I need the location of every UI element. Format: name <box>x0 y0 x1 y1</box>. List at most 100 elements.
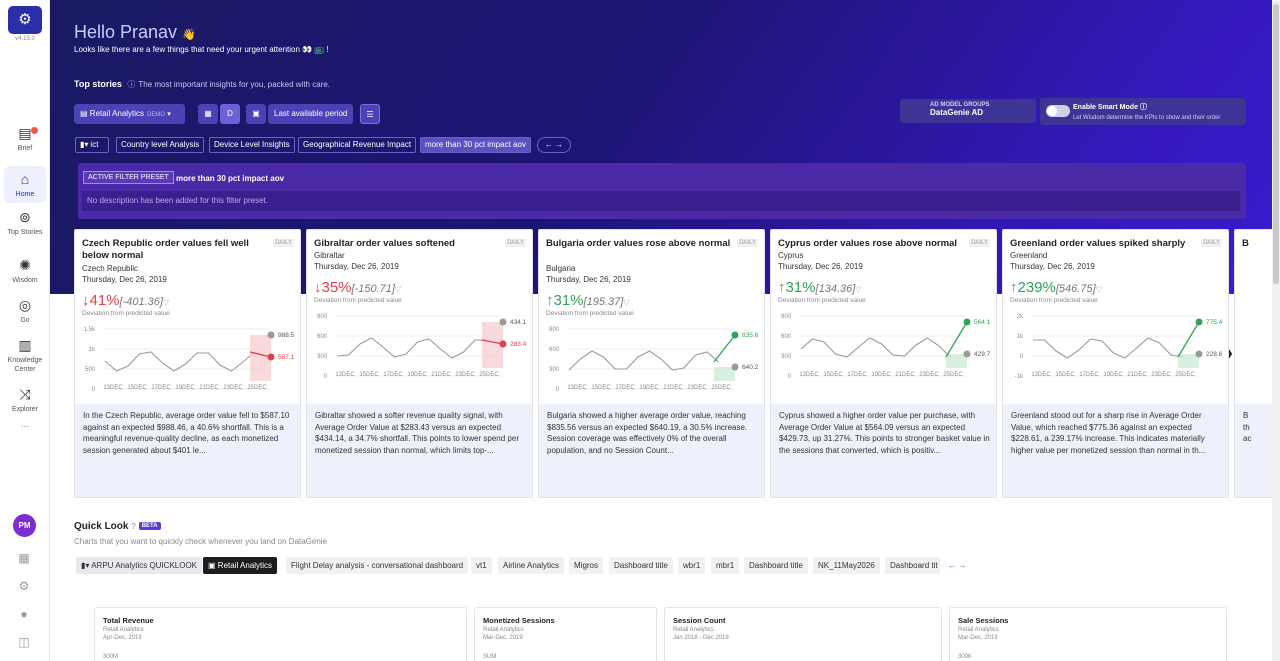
sidebar-item-label: Top Stories <box>7 229 43 236</box>
sidebar-item-label: Explorer <box>11 406 39 413</box>
layers-icon[interactable]: ▦ <box>18 551 30 565</box>
dashboard-tab[interactable]: Flight Delay analysis - conversational d… <box>286 557 469 574</box>
y-tick-label: 900 <box>549 327 560 333</box>
story-card-summary: In the Czech Republic, average order val… <box>75 404 300 497</box>
filter-icon: ▽ <box>162 298 170 307</box>
dashboard-tab[interactable]: wbr1 <box>678 557 706 574</box>
widget-monetized-sessions[interactable]: Monetized Sessions Retail Analytics Mar-… <box>474 607 657 661</box>
scrollbar[interactable] <box>1272 0 1280 661</box>
story-card-date: Thursday, Dec 26, 2019 <box>314 262 399 271</box>
dashboard-tab[interactable]: mbr1 <box>711 557 740 574</box>
filter-tab-active[interactable]: more than 30 pct impact aov <box>420 137 531 153</box>
active-filter-name: more than 30 pct impact aov <box>176 174 285 183</box>
change-absolute: [195.37] <box>583 296 624 308</box>
x-tick-label: 23DEC <box>687 385 707 391</box>
sidebar-item-wisdom[interactable]: ✺ Wisdom <box>4 256 46 285</box>
dashboard-tab[interactable]: Dashboard title <box>744 557 808 574</box>
period-selector[interactable]: Last available period <box>268 104 354 124</box>
dashboard-icon: ▣ <box>208 561 216 570</box>
compass-icon: ◎ <box>18 297 32 313</box>
story-card[interactable]: Gibraltar order values softened DAILY Gibr… <box>306 229 533 498</box>
y-tick-label: 0 <box>92 387 96 391</box>
actual-value: 835.6 <box>742 332 759 339</box>
dashboard-tab[interactable]: Migros <box>569 557 604 574</box>
widget-session-count[interactable]: Session Count Retail Analytics Jan 2018 … <box>664 607 942 661</box>
filter-icon: ▽ <box>623 298 630 307</box>
change-absolute: [-401.36] <box>119 296 163 308</box>
smart-mode-toggle[interactable]: Enable Smart Mode ⓘ Let Wisdom determine… <box>1040 98 1246 125</box>
quicklook-menu[interactable]: ▮▾ ARPU Analytics QUICKLOOK <box>76 557 203 574</box>
dashboard-selector[interactable]: ▤ Retail Analytics DEMO ▾ <box>74 104 185 124</box>
widget-source: Retail Analytics <box>958 627 999 633</box>
filter-icon: ▽ <box>855 285 862 294</box>
filter-settings-button[interactable]: ☰ <box>360 104 380 124</box>
dashboard-tab-active[interactable]: ▣ Retail Analytics <box>203 557 278 574</box>
series-line <box>800 337 951 358</box>
tab-scroll-arrows[interactable]: ← → <box>943 557 972 574</box>
story-card-change: ↑31%[134.36]▽ <box>778 279 861 296</box>
x-tick-label: 25DEC <box>247 385 267 391</box>
story-card[interactable]: Bulgaria order values rose above normal D… <box>538 229 765 498</box>
anomaly-band <box>250 335 271 381</box>
change-percent: 239% <box>1017 279 1056 296</box>
day-granularity-button[interactable]: D <box>220 104 240 124</box>
change-absolute: [-150.71] <box>351 283 395 295</box>
filter-tab[interactable]: Country level Analysis <box>116 137 205 153</box>
change-percent: 31% <box>553 292 584 309</box>
anomaly-band <box>946 354 967 368</box>
avatar[interactable]: PM <box>13 514 36 537</box>
widget-title: Total Revenue <box>103 616 154 625</box>
sidebar-item-top-stories[interactable]: ⊚ Top Stories <box>4 208 46 237</box>
x-tick-label: 25DEC <box>943 372 963 378</box>
chat-icon[interactable]: ● <box>20 607 28 621</box>
sidebar-item-knowledge-center[interactable]: ▥ Knowledge Center <box>4 336 46 374</box>
story-card-deviation-label: Deviation from predicted value <box>314 297 402 304</box>
story-card[interactable]: Cyprus order values rose above normal DAI… <box>770 229 997 498</box>
x-tick-label: 13DEC <box>103 385 123 391</box>
filter-scroll-arrows[interactable]: ← → <box>537 137 571 153</box>
bookmark-icon: ▮▾ <box>81 561 90 570</box>
dashboard-tab[interactable]: Dashboard tit <box>885 557 940 574</box>
dashboard-tab[interactable]: NK_11May2026 <box>813 557 880 574</box>
grid-view-button[interactable]: ▦ <box>198 104 218 124</box>
story-card[interactable]: Czech Republic order values fell well be… <box>74 229 301 498</box>
box-icon[interactable]: ◫ <box>18 635 30 649</box>
calendar-button[interactable]: ▣ <box>246 104 266 124</box>
gear-icon[interactable]: ⚙ <box>18 579 30 593</box>
x-tick-label: 13DEC <box>567 385 587 391</box>
datagenie-logo[interactable]: ⚙ <box>8 6 42 34</box>
widget-sale-sessions[interactable]: Sale Sessions Retail Analytics Mar-Dec, … <box>949 607 1227 661</box>
frequency-badge: DAILY <box>737 239 758 247</box>
wave-icon: 👋 <box>182 29 196 41</box>
x-tick-label: 21DEC <box>663 385 683 391</box>
filter-preset-menu[interactable]: ▮▾ ict <box>75 137 109 153</box>
sidebar-item-go[interactable]: ◎ Go <box>4 296 46 325</box>
dashboard-tab[interactable]: vt1 <box>471 557 492 574</box>
y-tick-label: 300 <box>549 367 560 373</box>
story-card-change: ↓41%[-401.36]▽ <box>82 292 169 309</box>
quick-look-heading: Quick Look ? BETA <box>74 521 161 532</box>
story-card-title: Czech Republic order values fell well be… <box>82 238 249 261</box>
more-menu[interactable]: ... <box>20 419 30 430</box>
y-tick-label: 900 <box>317 314 328 320</box>
chevron-down-icon: ▾ <box>167 111 171 118</box>
story-card[interactable]: Greenland order values spiked sharply DAI… <box>1002 229 1229 498</box>
story-card-date: Thursday, Dec 26, 2019 <box>778 262 863 271</box>
sidebar-item-brief[interactable]: ▤ Brief <box>4 124 46 153</box>
ad-model-selector[interactable]: AD MODEL GROUPS DataGenie AD <box>900 99 1036 123</box>
dashboard-tab[interactable]: Airline Analytics <box>498 557 565 574</box>
filter-tab[interactable]: Geographical Revenue Impact <box>298 137 417 153</box>
widget-total-revenue[interactable]: Total Revenue Retail Analytics Apr-Dec, … <box>94 607 467 661</box>
arrow-up-icon: ↑ <box>1010 279 1018 296</box>
series-line <box>1033 337 1183 359</box>
story-card-chart: 1.5k 1k 500 0 13DEC 15DEC 17DEC 19DEC 21DEC 23DEC… <box>84 327 295 391</box>
filter-tab[interactable]: Device Level Insights <box>209 137 295 153</box>
widget-range: Mar-Dec, 2019 <box>483 635 523 641</box>
dashboard-tab[interactable]: Dashboard title <box>609 557 673 574</box>
toggle-switch[interactable] <box>1046 105 1070 117</box>
actual-marker <box>963 318 971 326</box>
sidebar-item-home[interactable]: ⌂ Home <box>4 166 46 203</box>
sidebar-item-explorer[interactable]: ⤨ Explorer <box>4 385 46 414</box>
x-tick-label: 13DEC <box>799 372 819 378</box>
